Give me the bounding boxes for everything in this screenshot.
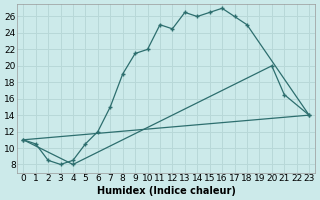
X-axis label: Humidex (Indice chaleur): Humidex (Indice chaleur) [97, 186, 236, 196]
